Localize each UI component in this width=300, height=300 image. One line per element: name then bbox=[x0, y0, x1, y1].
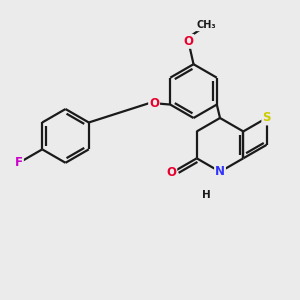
Text: F: F bbox=[15, 156, 23, 169]
Text: S: S bbox=[262, 112, 271, 124]
Text: O: O bbox=[183, 35, 194, 48]
Text: N: N bbox=[215, 165, 225, 178]
Text: H: H bbox=[202, 190, 211, 200]
Text: O: O bbox=[166, 167, 176, 179]
Text: O: O bbox=[149, 97, 159, 110]
Text: CH₃: CH₃ bbox=[196, 20, 216, 30]
